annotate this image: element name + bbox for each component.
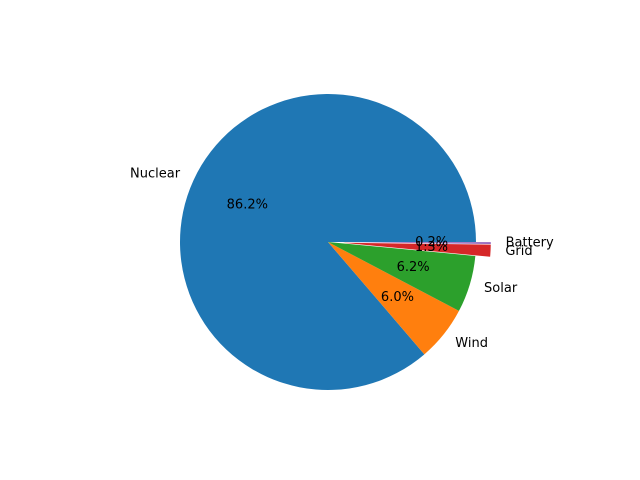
slice-label-nuclear: Nuclear [130, 167, 181, 182]
slice-percent-solar: 6.2% [397, 260, 430, 275]
slice-percent-nuclear: 86.2% [227, 197, 268, 212]
slice-percent-wind: 6.0% [381, 290, 414, 305]
slice-label-wind: Wind [455, 336, 488, 351]
pie-labels: Nuclear 86.2% Wind 6.0% Solar 6.2% Grid 1.3% Bat… [130, 167, 554, 351]
pie-slices [180, 94, 491, 390]
slice-percent-battery: 0.2% [415, 235, 448, 250]
pie-slice-battery [342, 242, 491, 244]
pie-slice-wind [328, 242, 459, 355]
pie-slice-solar [328, 242, 476, 311]
slice-percent-grid: 1.3% [415, 240, 448, 255]
slice-label-grid: Grid [505, 244, 532, 259]
slice-label-battery: Battery [506, 236, 554, 251]
slice-label-solar: Solar [484, 281, 518, 296]
pie-slice-grid [342, 242, 491, 257]
